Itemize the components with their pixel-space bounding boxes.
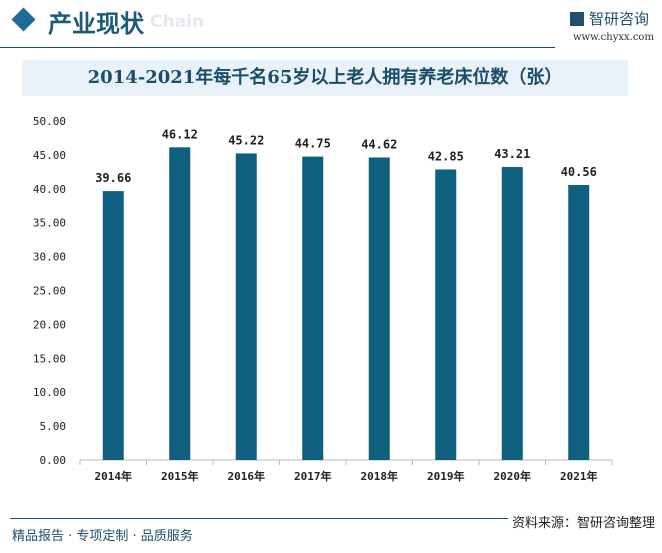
data-label: 43.21: [494, 147, 530, 161]
header-divider: [0, 47, 555, 48]
x-tick-label: 2016年: [228, 469, 266, 483]
y-tick-label: 5.00: [40, 420, 67, 433]
bar: [169, 147, 191, 460]
footer-divider: [10, 518, 508, 519]
data-source: 资料来源：智研咨询整理: [512, 516, 656, 531]
chart-title: 2014-2021年每千名65岁以上老人拥有养老床位数（张）: [22, 60, 628, 96]
x-tick-label: 2019年: [427, 469, 465, 483]
bar: [102, 191, 124, 460]
y-tick-label: 0.00: [40, 454, 67, 467]
brand-url: www.chyxx.com: [573, 32, 654, 43]
y-tick-label: 10.00: [33, 386, 66, 399]
logo-icon: [570, 12, 584, 26]
x-tick-label: 2014年: [95, 469, 133, 483]
logo-text: 智研咨询: [589, 10, 650, 28]
bar: [501, 167, 523, 460]
data-label: 45.22: [228, 133, 264, 147]
x-tick-label: 2020年: [494, 469, 532, 483]
y-tick-label: 45.00: [33, 149, 66, 162]
y-tick-label: 20.00: [33, 318, 66, 331]
y-tick-label: 50.00: [33, 115, 66, 128]
y-tick-label: 25.00: [33, 285, 66, 298]
bar: [235, 153, 257, 461]
data-label: 42.85: [428, 149, 464, 163]
x-tick-label: 2018年: [361, 469, 399, 483]
y-tick-label: 40.00: [33, 183, 66, 196]
bar: [302, 156, 324, 460]
y-tick-label: 15.00: [33, 352, 66, 365]
x-tick-label: 2017年: [294, 469, 332, 483]
x-tick-label: 2015年: [161, 469, 199, 483]
section-title: 产业现状: [48, 9, 144, 38]
y-tick-label: 30.00: [33, 251, 66, 264]
data-label: 46.12: [162, 127, 198, 141]
brand-logo: 智研咨询: [570, 8, 649, 29]
bar: [568, 185, 590, 460]
x-tick-label: 2021年: [560, 469, 598, 483]
data-label: 40.56: [561, 165, 597, 179]
header-watermark: Chain: [150, 12, 204, 32]
y-tick-label: 35.00: [33, 217, 66, 230]
data-label: 44.62: [361, 137, 397, 151]
data-label: 39.66: [95, 171, 131, 185]
data-label: 44.75: [295, 137, 331, 151]
footer-slogan: 精品报告 · 专项定制 · 品质服务: [12, 529, 193, 544]
bar: [368, 157, 390, 461]
bar: [435, 169, 457, 461]
